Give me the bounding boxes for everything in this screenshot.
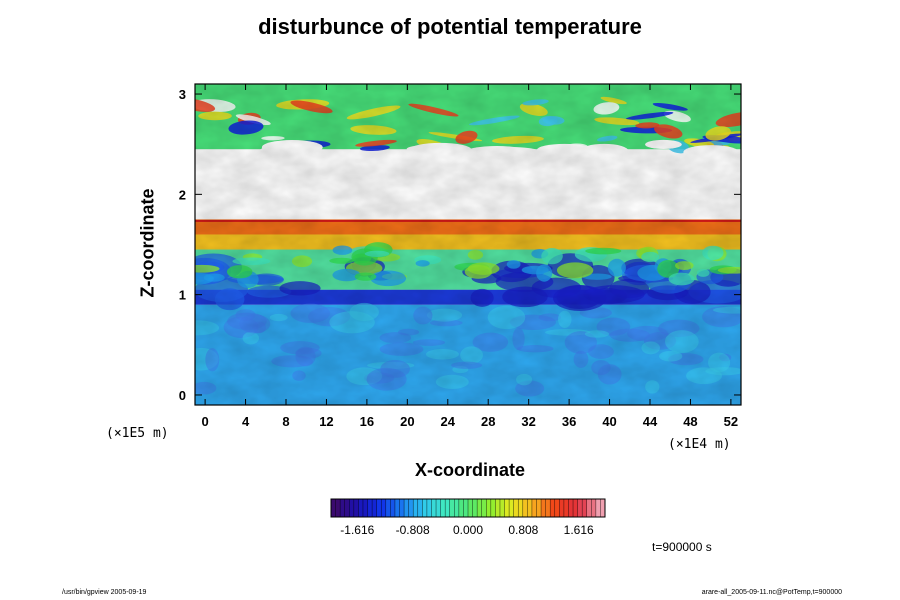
x-axis: 0 4 8 12 16 20 24 28 32 36 40 44 48 52 — [201, 84, 738, 429]
colorbar-segment — [440, 499, 451, 517]
colorbar: -1.616 -0.808 0.000 0.808 1.616 — [330, 498, 606, 537]
colorbar-segment — [486, 499, 496, 517]
colorbar-segment — [586, 499, 597, 517]
y-tick-label: 0 — [179, 388, 186, 403]
colorbar-segment — [513, 499, 524, 517]
colorbar-segment — [331, 499, 341, 517]
colorbar-tick-label: -1.616 — [340, 523, 374, 537]
colorbar-segment — [458, 499, 469, 517]
x-tick-label: 52 — [724, 414, 738, 429]
colorbar-segment — [522, 499, 533, 517]
colorbar-segment — [468, 499, 478, 517]
y-axis: 0 1 2 3 — [179, 87, 741, 403]
x-tick-label: 32 — [521, 414, 535, 429]
plot-frame — [194, 83, 742, 406]
colorbar-tick-label: 0.000 — [453, 523, 483, 537]
colorbar-segment — [531, 499, 542, 517]
footer-left-text: /usr/bin/gpview 2005-09-19 — [62, 589, 147, 596]
y-tick-label: 1 — [179, 288, 186, 303]
x-tick-label: 12 — [319, 414, 333, 429]
x-tick-label: 24 — [441, 414, 456, 429]
y-tick-label: 2 — [179, 187, 186, 202]
texture-overlay — [195, 84, 741, 405]
time-label: t=900000 s — [652, 540, 712, 554]
colorbar-tick-label: -0.808 — [396, 523, 430, 537]
x-tick-label: 8 — [282, 414, 289, 429]
x-axis-label: X-coordinate — [414, 460, 525, 480]
x-unit-label: (×1E4 m) — [668, 437, 731, 452]
y-axis-label: Z-coordinate — [137, 188, 158, 298]
colorbar-segment — [413, 499, 423, 517]
colorbar-segment — [577, 499, 588, 517]
colorbar-segment — [568, 499, 579, 517]
x-tick-label: 16 — [360, 414, 374, 429]
colorbar-segment — [431, 499, 442, 517]
colorbar-segment — [358, 499, 369, 517]
colorbar-segment — [367, 499, 378, 517]
y-unit-label: (×1E5 m) — [106, 426, 169, 441]
colorbar-segment — [595, 499, 606, 517]
colorbar-segment — [504, 499, 515, 517]
colorbar-tick-label: 1.616 — [564, 523, 594, 537]
x-tick-label: 48 — [683, 414, 697, 429]
footer-right-text: arare-all_2005-09-11.nc@PotTemp,t=900000 — [701, 589, 842, 596]
colorbar-segment — [394, 499, 405, 517]
colorbar-segment — [541, 499, 551, 517]
heatmap-field — [195, 84, 741, 405]
colorbar-segment — [340, 499, 350, 517]
x-tick-label: 44 — [643, 414, 658, 429]
colorbar-segment — [422, 499, 432, 517]
chart-title: disturbunce of potential temperature — [258, 14, 642, 39]
colorbar-segment — [550, 499, 560, 517]
x-tick-label: 0 — [201, 414, 208, 429]
colorbar-segment — [559, 499, 569, 517]
colorbar-segment — [385, 499, 396, 517]
colorbar-segment — [449, 499, 460, 517]
x-tick-label: 40 — [602, 414, 616, 429]
x-tick-label: 36 — [562, 414, 576, 429]
colorbar-segment — [477, 499, 487, 517]
y-tick-label: 3 — [179, 87, 186, 102]
x-tick-label: 20 — [400, 414, 414, 429]
colorbar-tick-label: 0.808 — [508, 523, 538, 537]
colorbar-segment — [495, 499, 506, 517]
colorbar-frame — [330, 498, 606, 518]
x-tick-label: 28 — [481, 414, 495, 429]
colorbar-segment — [376, 499, 387, 517]
colorbar-segment — [404, 499, 414, 517]
colorbar-segment — [349, 499, 359, 517]
x-tick-label: 4 — [242, 414, 250, 429]
